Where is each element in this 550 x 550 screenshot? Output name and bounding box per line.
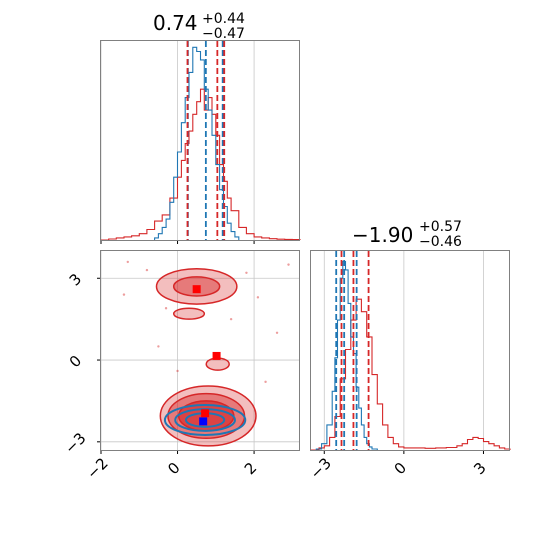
marker-square bbox=[199, 417, 208, 426]
scatter-point bbox=[256, 296, 260, 299]
marker-square bbox=[192, 285, 201, 294]
x-tick-label: −3 bbox=[307, 454, 335, 482]
scatter-point bbox=[245, 271, 248, 275]
panel-bottom-right-frame bbox=[310, 250, 510, 451]
x-tick-label: 0 bbox=[164, 459, 183, 478]
red-density-region bbox=[172, 307, 206, 320]
scatter-point bbox=[275, 331, 279, 334]
title-1-plus: +0.44 bbox=[202, 11, 245, 27]
marker-square bbox=[201, 409, 210, 418]
scatter-point bbox=[176, 369, 179, 373]
scatter-point bbox=[264, 380, 267, 384]
panel-bottom-right-ticks: −3 0 3 bbox=[307, 450, 490, 483]
panel-bottom-right-histogram: −1.90 +0.57 −0.46 −3 0 3 bbox=[307, 219, 511, 483]
histogram-series-1 bbox=[101, 88, 301, 241]
histogram-series-1 bbox=[311, 298, 511, 451]
x-tick-label: −2 bbox=[83, 454, 111, 482]
panel-bottom-right-quantile-lines bbox=[335, 251, 370, 450]
scatter-point bbox=[122, 293, 126, 296]
scatter-point bbox=[126, 260, 129, 264]
title-1-value: 0.74 bbox=[153, 11, 198, 35]
panel-bottom-left-contour: −2 0 2 −3 0 3 bbox=[61, 250, 300, 483]
panel-top-left-frame bbox=[100, 40, 300, 241]
panel-bottom-right-histograms bbox=[311, 260, 511, 451]
title-1-minus: −0.47 bbox=[202, 26, 245, 42]
panel-bottom-left-markers bbox=[192, 285, 221, 426]
y-tick-label: 3 bbox=[66, 270, 85, 289]
x-tick-label: 0 bbox=[391, 459, 410, 478]
panel-bottom-left-scatter bbox=[122, 260, 290, 384]
panel-bottom-right-grid bbox=[323, 251, 484, 450]
scatter-point bbox=[145, 268, 149, 272]
title-2-minus: −0.46 bbox=[419, 234, 462, 250]
panel-bottom-left-frame bbox=[100, 250, 300, 451]
blue-contour bbox=[163, 404, 247, 437]
panel-top-left-histograms bbox=[101, 46, 301, 241]
scatter-point bbox=[229, 317, 233, 321]
title-2-plus: +0.57 bbox=[419, 219, 462, 235]
blue-contour bbox=[174, 408, 236, 432]
y-tick-label: −3 bbox=[61, 429, 89, 457]
scatter-point bbox=[287, 263, 290, 266]
scatter-point bbox=[164, 307, 168, 310]
y-tick-label: 0 bbox=[66, 352, 85, 371]
histogram-series-2 bbox=[154, 46, 240, 240]
panel-top-left-histogram: 0.74 +0.44 −0.47 bbox=[100, 11, 301, 244]
x-tick-label: 2 bbox=[241, 459, 260, 478]
histogram-series-2 bbox=[315, 260, 378, 450]
scatter-point bbox=[157, 345, 160, 348]
x-tick-label: 3 bbox=[470, 459, 489, 478]
title-2-value: −1.90 bbox=[352, 223, 413, 247]
panel-top-left-quantile-lines bbox=[186, 41, 226, 240]
marker-square bbox=[212, 351, 221, 360]
